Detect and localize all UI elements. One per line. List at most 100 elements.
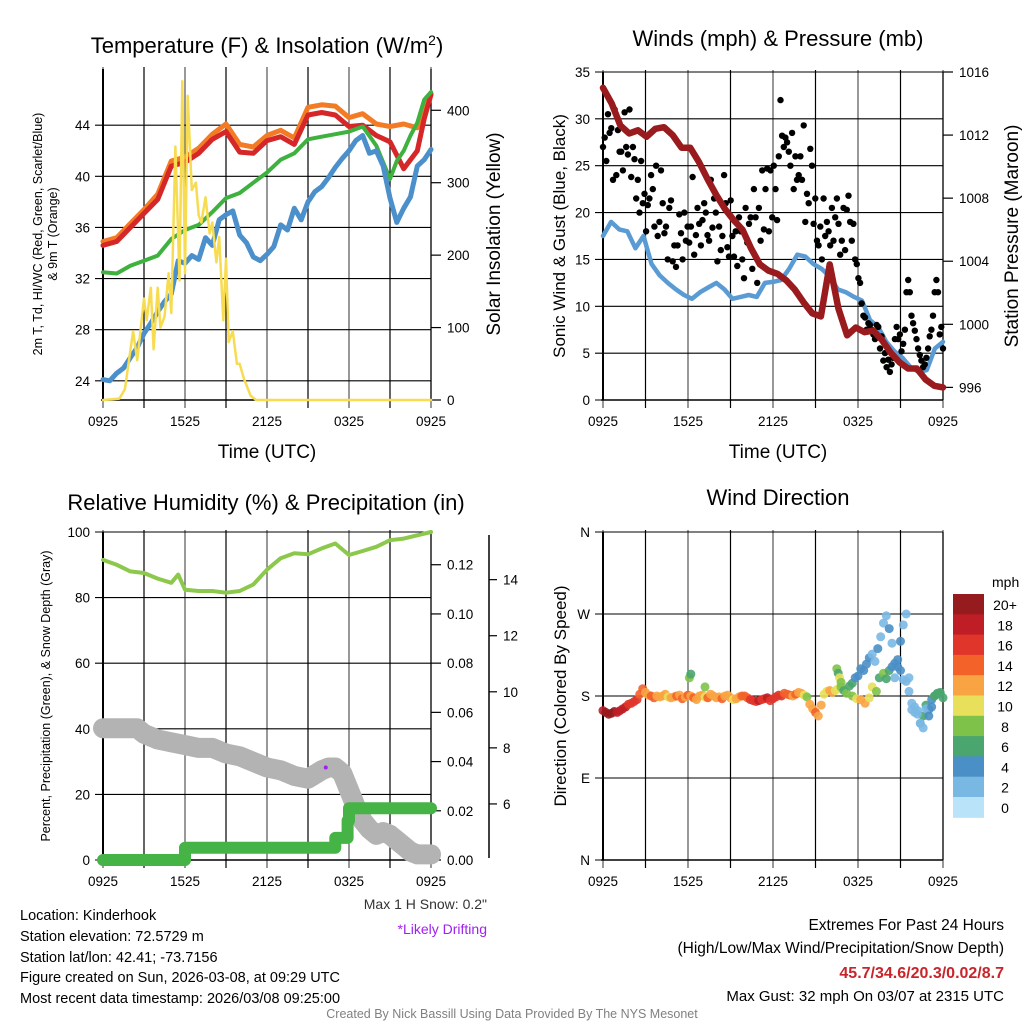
gust-point [654,232,661,240]
recent-data-label: Most recent data timestamp: 2026/03/08 0… [20,991,341,1007]
x-tick-label: 2125 [252,414,282,429]
gust-point [742,204,749,212]
gust-point [674,242,681,249]
gust-point [896,331,904,338]
legend-label: 12 [997,678,1013,694]
gust-point [745,220,753,227]
gust-point [740,275,748,282]
gust-point [661,230,668,237]
gust-point [689,173,696,181]
gust-point [749,265,756,272]
pressure-y-tick-label: 1000 [959,317,989,332]
gust-point [783,139,791,146]
direction-point [686,669,696,679]
gust-point [803,190,811,197]
x-tick-label: 0925 [588,874,618,889]
gust-point [669,258,676,265]
legend-label: 8 [1001,719,1009,735]
gust-point [825,228,832,235]
humidity-y-tick-label: 80 [75,591,90,606]
temperature-y-axis-title-line1: 2m T, Td, HI/WC (Red, Green, Scarlet/Blu… [31,113,45,356]
gust-point [797,153,804,160]
wind-direction-frame: 0925 1525 2125 0325 0925 [588,530,958,889]
snow-y-tick-label: 12 [503,629,518,644]
gust-point [905,276,912,284]
gust-point [808,162,816,169]
direction-point [836,677,846,687]
legend-swatch [953,736,984,757]
gust-point [775,153,782,160]
gust-point [812,195,819,202]
gust-point [856,279,864,287]
gust-point [933,276,940,284]
gust-point [769,214,776,221]
gust-point [647,171,655,179]
gust-point [938,323,945,331]
gust-point [712,209,719,216]
gust-point [604,111,612,118]
gust-point [727,197,734,204]
winds-y-axis-title: Sonic Wind & Gust (Blue, Black) [550,114,569,358]
temp-y-tick-label: 32 [75,272,90,287]
gust-point [767,167,774,174]
max-gust-label: Max Gust: 32 mph On 03/07 at 2315 UTC [726,988,1004,1005]
gust-point [608,125,615,132]
snow-y-tick-label: 6 [503,797,511,812]
gust-point [861,314,869,321]
gust-point [757,237,764,244]
gust-point [901,326,909,333]
gust-point [639,200,646,207]
gust-point [724,244,731,251]
gust-point [848,237,855,244]
gust-point [729,232,736,240]
insolation-y-axis-title: Solar Insolation (Yellow) [484,132,505,335]
max-snow-label: Max 1 H Snow: 0.2" [363,896,487,912]
series-relative-humidity [101,530,433,595]
temperature-title: Temperature (F) & Insolation (W/m2) [91,32,444,58]
pressure-y-tick-label: 996 [959,380,982,395]
gust-point [634,176,641,183]
legend-swatch [953,776,984,798]
humidity-y-tick-label: 40 [75,722,90,737]
x-tick-label: 0925 [416,874,446,889]
direction-point [879,618,888,628]
gust-point [830,237,837,244]
legend-label: 20+ [993,597,1017,613]
pressure-y-tick-label: 1016 [959,65,989,80]
x-tick-label: 0925 [416,414,446,429]
precip-y-tick-label: 0.06 [447,705,473,720]
series-snow-depth [93,718,441,865]
direction-point [700,682,710,692]
gust-point [906,289,913,296]
gust-point [777,96,784,104]
legend-swatch [953,756,984,778]
snow-y-tick-label: 10 [503,685,518,700]
drifting-label: *Likely Drifting [397,921,487,937]
gust-point [662,223,670,230]
direction-point [896,666,905,675]
humidity-y-tick-label: 20 [75,787,90,802]
gust-point [888,361,895,368]
gust-point [652,162,660,169]
temp-y-tick-label: 28 [75,323,90,338]
temp-y-tick-label: 40 [75,169,90,184]
gust-point [893,323,900,331]
gust-point [621,109,628,116]
series-solar-insolation-yellow [101,80,433,402]
created-label: Figure created on Sun, 2026-03-08, at 09… [20,970,340,986]
x-tick-label: 2125 [758,414,788,429]
pressure-y-tick-label: 1012 [959,128,989,143]
x-tick-label: 1525 [170,874,200,889]
legend-label: 0 [1001,800,1009,816]
direction-point [887,638,897,648]
direction-point [813,711,823,721]
gust-point [629,143,637,151]
extremes-subtitle: (High/Low/Max Wind/Precipitation/Snow De… [677,940,1005,957]
gust-point [692,231,700,239]
x-tick-label: 1525 [673,414,703,429]
gust-point [832,214,839,221]
extremes-title: Extremes For Past 24 Hours [808,917,1004,934]
wind-y-tick-label: 25 [575,159,590,174]
humidity-y-tick-label: 0 [82,853,90,868]
direction-y-tick-label: N [580,853,590,868]
